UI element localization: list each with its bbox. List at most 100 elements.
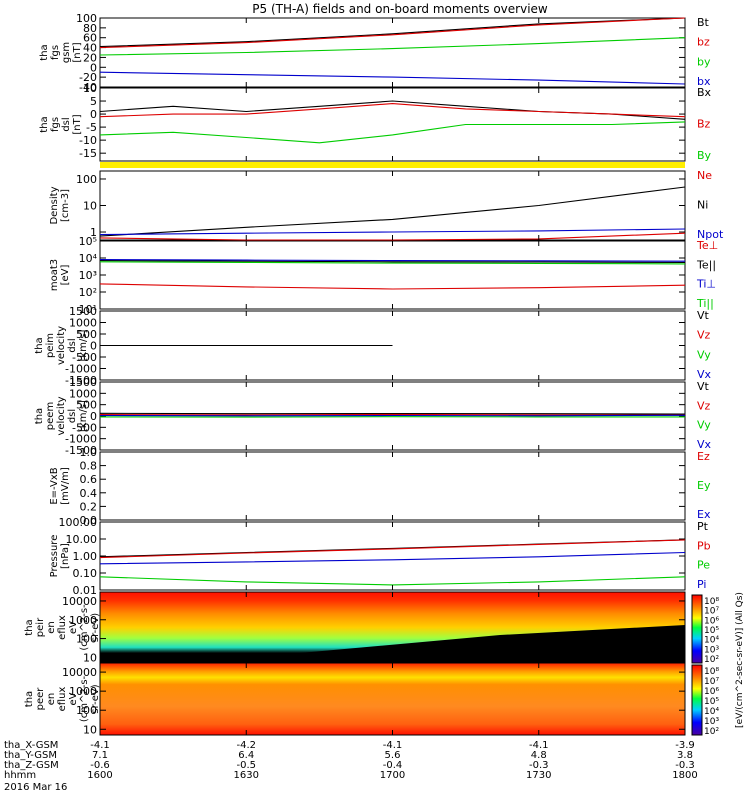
y-axis-label: peem	[45, 402, 56, 430]
ephemeris-value: 1700	[380, 770, 405, 781]
colorbar-tick-label: 10⁷	[704, 677, 719, 687]
y-axis-label: [nT]	[72, 114, 83, 134]
y-axis-label: peer	[35, 687, 46, 711]
legend-entry: Ti⊥	[696, 278, 716, 291]
y-tick-label: 1.00	[73, 550, 98, 563]
legend-entry: Vt	[697, 380, 710, 393]
legend-entry: Pt	[697, 520, 709, 533]
legend-entry: Bt	[697, 16, 710, 29]
y-axis-label: dsl	[67, 338, 78, 352]
y-axis-label: tha	[24, 619, 35, 635]
series-line	[100, 415, 685, 416]
y-axis-label: [km/s]	[78, 400, 89, 432]
colorbar-electrons	[692, 665, 702, 735]
y-tick-label: 0.2	[80, 500, 98, 513]
y-axis-label: [eV]	[60, 265, 71, 286]
panel-frame	[100, 452, 685, 520]
legend-entry: Vz	[697, 329, 711, 342]
legend-entry: Bx	[697, 86, 712, 99]
y-axis-label: dsl	[67, 409, 78, 423]
colorbar-tick-label: 10²	[704, 655, 719, 665]
y-tick-label: 10	[83, 723, 97, 736]
colorbar-tick-label: 10⁸	[704, 597, 719, 607]
y-axis-label: peir	[35, 617, 46, 637]
colorbar-tick-label: 10⁵	[704, 626, 719, 636]
legend-entry: Ez	[697, 450, 710, 463]
y-tick-label: 5	[90, 95, 97, 108]
legend-entry: by	[697, 55, 711, 68]
y-axis-label: peim	[45, 333, 56, 358]
y-axis-label: eflux	[57, 687, 68, 712]
y-tick-label: 0	[90, 108, 97, 121]
y-axis-label: sr-eV)	[90, 613, 101, 642]
y-axis-label: (cm^2-s-	[79, 675, 90, 722]
y-tick-label: 100	[76, 173, 97, 186]
y-tick-label: -10	[79, 134, 97, 147]
y-tick-label: -5	[86, 121, 97, 134]
y-axis-label: tha	[34, 408, 45, 424]
colorbar-tick-label: 10³	[704, 717, 719, 727]
legend-entry: Ni	[697, 199, 708, 212]
legend-entry: Ne	[697, 169, 712, 182]
legend-entry: Te⊥	[696, 239, 718, 252]
colorbar-tick-label: 10⁵	[704, 697, 719, 707]
legend-entry: Ey	[697, 479, 711, 492]
y-tick-label: 0.8	[80, 460, 98, 473]
legend-entry: Vz	[697, 399, 711, 412]
chart-title: P5 (TH-A) fields and on-board moments ov…	[252, 2, 548, 16]
colorbar-label: [eV/(cm^2-sec-sr-eV)] (All Qs)	[735, 592, 745, 728]
y-tick-label: 1.0	[80, 446, 98, 459]
colorbar-tick-label: 10⁴	[704, 636, 719, 646]
legend-entry: bz	[697, 36, 710, 49]
legend-entry: Te||	[696, 258, 716, 271]
date-label: 2016 Mar 16	[4, 782, 67, 793]
y-axis-label: sr-eV)	[90, 684, 101, 713]
ephemeris-label: hhmm	[4, 770, 36, 781]
y-tick-label: 0.6	[80, 473, 98, 486]
y-axis-label: dsl	[61, 117, 72, 131]
series-line	[100, 284, 685, 289]
y-tick-label: 0.4	[80, 487, 98, 500]
legend-entry: Pb	[697, 539, 711, 552]
legend-entry: Pe	[697, 559, 710, 572]
y-tick-label: 10²	[79, 286, 97, 299]
y-axis-label: gsm	[61, 42, 72, 63]
quality-flag-bar	[100, 162, 685, 168]
colorbar-tick-label: 10⁶	[704, 616, 719, 626]
y-axis-label: [km/s]	[78, 329, 89, 361]
y-tick-label: 10⁵	[79, 235, 97, 248]
y-axis-label: (cm^2-s-	[79, 604, 90, 651]
y-tick-label: 0.10	[73, 567, 98, 580]
ephemeris-value: 1600	[87, 770, 112, 781]
y-tick-label: 10	[83, 200, 97, 213]
ephemeris-value: 1630	[234, 770, 259, 781]
y-axis-label: tha	[39, 116, 50, 132]
series-line	[100, 229, 685, 235]
colorbar-tick-label: 10³	[704, 645, 719, 655]
ephemeris-value: 1730	[526, 770, 551, 781]
series-line	[100, 577, 685, 585]
colorbar-tick-label: 10⁸	[704, 667, 719, 677]
spectrogram-electrons	[100, 663, 685, 735]
colorbar-tick-label: 10⁷	[704, 607, 719, 617]
y-axis-label: eflux	[57, 615, 68, 640]
y-tick-label: 10³	[79, 269, 97, 282]
y-axis-label: tha	[24, 691, 35, 707]
y-axis-label: en	[46, 693, 57, 706]
y-tick-label: 100.00	[59, 516, 98, 529]
y-axis-label: tha	[39, 44, 50, 60]
y-axis-label: eV	[68, 692, 79, 705]
y-axis-label: fgs	[50, 45, 61, 60]
legend-entry: Vy	[697, 419, 711, 432]
legend-entry: Pi	[697, 578, 706, 591]
colorbar-tick-label: 10²	[704, 727, 719, 737]
y-axis-label: en	[46, 621, 57, 634]
y-tick-label: 10⁴	[79, 252, 98, 265]
colorbar-ions	[692, 595, 702, 663]
y-axis-label: Pressure	[49, 535, 60, 578]
legend-entry: Bz	[697, 118, 711, 131]
y-axis-label: [mV/m]	[60, 467, 71, 505]
panel-frame	[100, 241, 685, 309]
series-line	[100, 122, 685, 143]
